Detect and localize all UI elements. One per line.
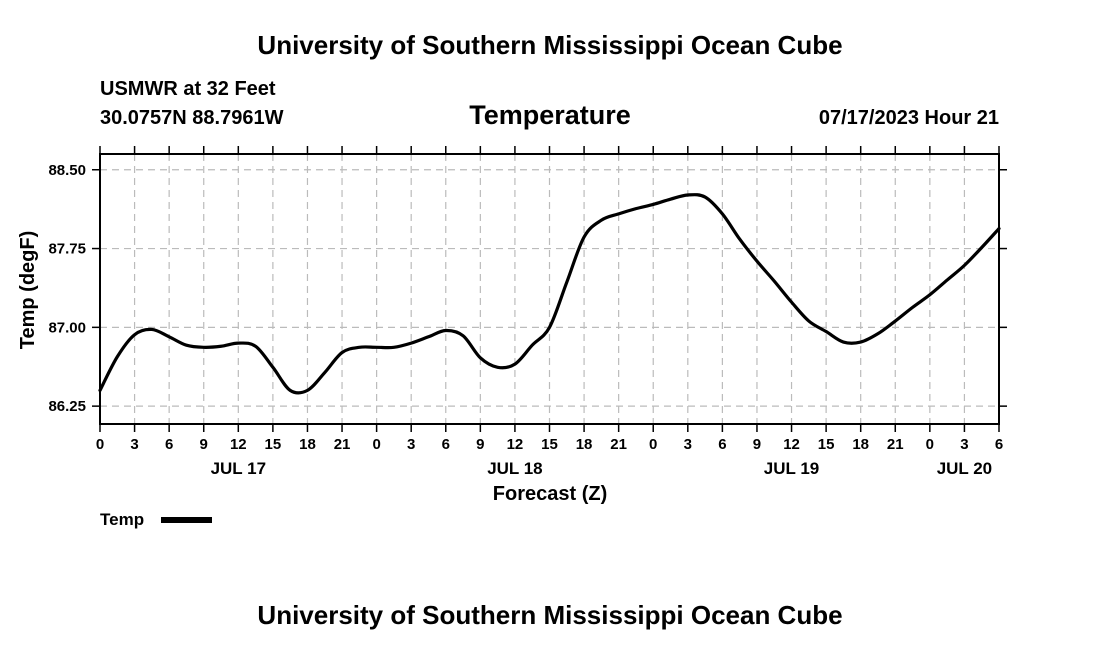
station-label: USMWR at 32 Feet (100, 78, 276, 100)
x-tick-labels: 0 3 6 9 12 15 18 21 0 3 6 9 12 15 18 21 0 3 6 9 12 15 18 21 0 3 6 (96, 436, 1003, 453)
x-tick-label: 15 (818, 436, 835, 453)
x-tick-label: 12 (230, 436, 247, 453)
x-tick-label: 21 (610, 436, 627, 453)
x-tick-label: 18 (576, 436, 593, 453)
x-tick-label: 21 (334, 436, 351, 453)
y-tick-label: 87.00 (48, 319, 86, 336)
y-tick-label: 88.50 (48, 162, 86, 179)
date-label: JUL 19 (764, 459, 819, 478)
x-tick-label: 3 (407, 436, 415, 453)
coordinates-label: 30.0757N 88.7961W (100, 107, 284, 129)
x-tick-label: 0 (926, 436, 934, 453)
date-label: JUL 20 (937, 459, 992, 478)
plot-frame (99, 153, 1000, 425)
x-tick-label: 6 (442, 436, 450, 453)
x-tick-label: 12 (783, 436, 800, 453)
x-tick-label: 9 (476, 436, 484, 453)
temp-series-line (98, 193, 1001, 395)
x-tick-label: 18 (852, 436, 869, 453)
chart-title: Temperature (469, 100, 631, 130)
y-axis-title: Temp (degF) (17, 231, 39, 350)
grid-lines (100, 154, 999, 424)
y-tick-label: 86.25 (48, 398, 86, 415)
x-tick-label: 3 (130, 436, 138, 453)
x-tick-label: 15 (265, 436, 282, 453)
x-tick-label: 9 (200, 436, 208, 453)
x-tick-label: 0 (649, 436, 657, 453)
x-tick-label: 0 (96, 436, 104, 453)
x-axis-title: Forecast (Z) (493, 483, 607, 505)
x-tick-label: 3 (960, 436, 968, 453)
page-title: University of Southern Mississippi Ocean… (257, 30, 842, 60)
footer-title: University of Southern Mississippi Ocean… (257, 600, 842, 630)
x-tick-label: 18 (299, 436, 316, 453)
x-tick-label: 6 (718, 436, 726, 453)
x-tick-label: 12 (507, 436, 524, 453)
x-tick-label: 9 (753, 436, 761, 453)
y-tick-labels: 86.25 87.00 87.75 88.50 (48, 162, 86, 415)
date-label: JUL 18 (487, 459, 542, 478)
x-tick-label: 0 (372, 436, 380, 453)
x-tick-label: 15 (541, 436, 558, 453)
x-tick-label: 21 (887, 436, 904, 453)
date-label: JUL 17 (211, 459, 266, 478)
axis-ticks (92, 146, 1007, 432)
x-tick-label: 6 (165, 436, 173, 453)
x-tick-label: 3 (684, 436, 692, 453)
datetime-label: 07/17/2023 Hour 21 (819, 107, 999, 129)
legend-label: Temp (100, 510, 144, 529)
y-tick-label: 87.75 (48, 241, 86, 258)
x-tick-label: 6 (995, 436, 1003, 453)
date-labels: JUL 17 JUL 18 JUL 19 JUL 20 (211, 459, 993, 478)
